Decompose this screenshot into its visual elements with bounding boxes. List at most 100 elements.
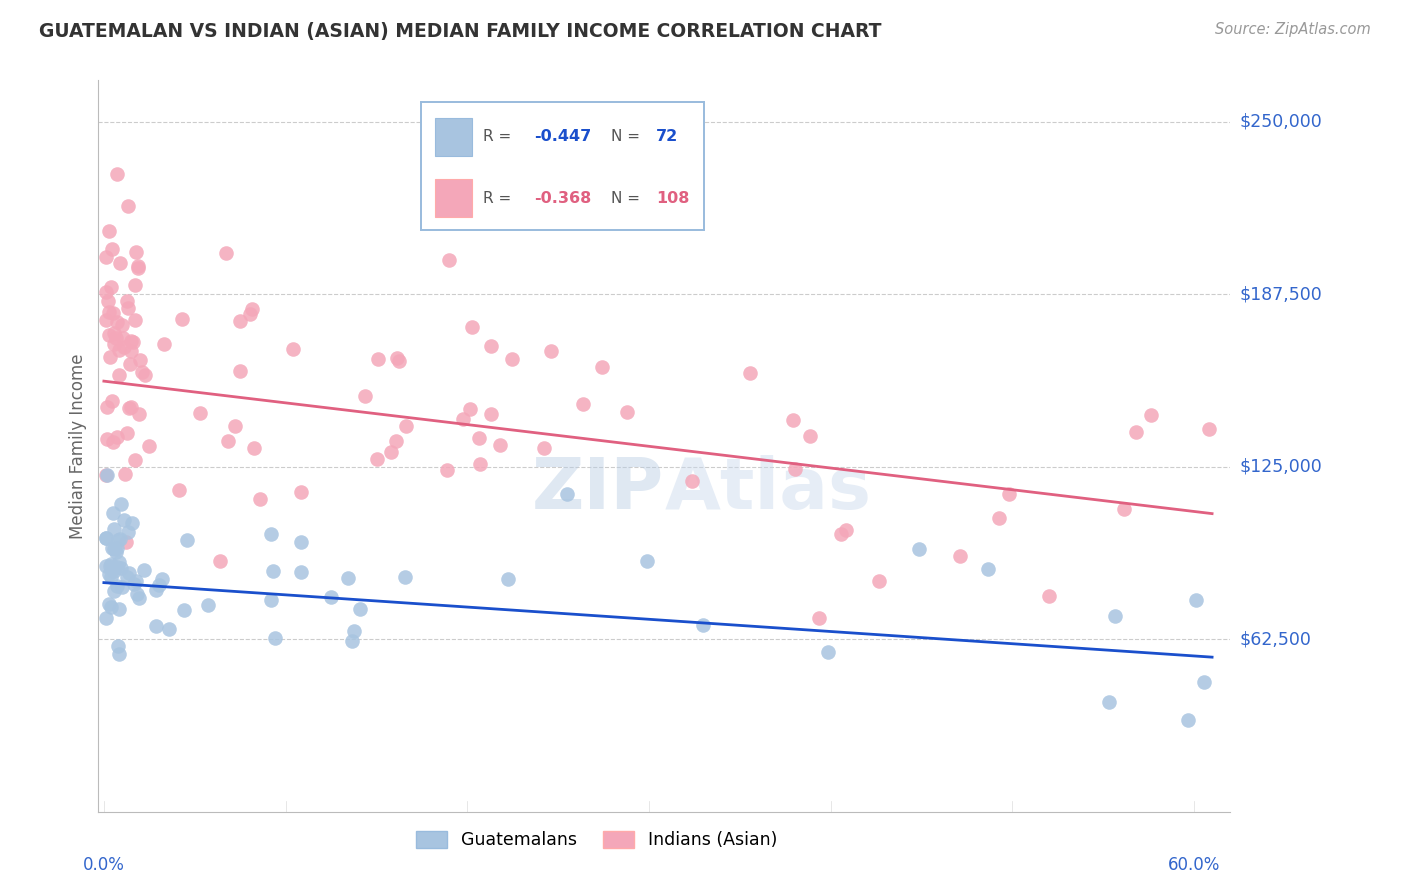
Point <box>108 555 131 569</box>
Legend: Guatemalans, Indians (Asian): Guatemalans, Indians (Asian) <box>406 822 786 858</box>
Point <box>94 468 117 483</box>
Point <box>692 618 714 632</box>
Point <box>120 334 142 348</box>
Point <box>591 359 613 374</box>
Point <box>98 350 121 364</box>
Point <box>782 413 804 427</box>
Point <box>98 559 121 574</box>
Point <box>1177 713 1199 727</box>
Point <box>125 574 148 589</box>
Point <box>208 554 231 568</box>
Point <box>977 561 1000 575</box>
Point <box>127 260 149 275</box>
Point <box>616 405 638 419</box>
Point <box>105 315 128 329</box>
Point <box>681 475 703 489</box>
Point <box>94 531 117 545</box>
Point <box>173 603 195 617</box>
Point <box>94 250 117 264</box>
Point <box>830 527 852 541</box>
Point <box>94 285 117 299</box>
Text: $187,500: $187,500 <box>1240 285 1323 303</box>
Point <box>176 533 198 548</box>
Point <box>115 294 138 309</box>
Point <box>98 327 121 342</box>
Point <box>988 511 1011 525</box>
Point <box>118 566 141 580</box>
Point <box>96 467 118 482</box>
Point <box>572 397 595 411</box>
Point <box>290 566 312 580</box>
Point <box>1112 502 1135 516</box>
Point <box>122 334 145 349</box>
Point <box>224 419 246 434</box>
Point <box>148 578 170 592</box>
Point <box>468 458 491 472</box>
Point <box>105 560 128 574</box>
Point <box>1125 425 1147 439</box>
Point <box>343 624 366 638</box>
Point <box>337 570 360 584</box>
Point <box>108 601 131 615</box>
Point <box>263 631 285 645</box>
Point <box>103 584 125 599</box>
Point <box>117 198 139 212</box>
Point <box>835 523 858 537</box>
Point <box>98 567 121 582</box>
Point <box>112 513 135 527</box>
Point <box>103 506 125 520</box>
Point <box>1104 609 1126 624</box>
Point <box>118 357 141 371</box>
Point <box>105 430 128 444</box>
Point <box>127 259 149 273</box>
Point <box>157 622 180 636</box>
Point <box>111 580 134 594</box>
Point <box>395 419 418 434</box>
Point <box>479 339 502 353</box>
Point <box>387 351 409 366</box>
Point <box>101 541 124 555</box>
Point <box>97 293 120 308</box>
Point <box>103 522 125 536</box>
Point <box>808 611 831 625</box>
Point <box>998 486 1021 500</box>
Point <box>740 366 762 380</box>
Point <box>380 444 402 458</box>
Point <box>215 246 238 260</box>
Point <box>128 408 150 422</box>
Point <box>496 572 519 586</box>
Point <box>1198 422 1220 436</box>
Point <box>108 256 131 270</box>
Point <box>260 592 283 607</box>
Point <box>489 438 512 452</box>
Point <box>122 577 145 591</box>
Point <box>115 535 138 549</box>
Point <box>132 563 155 577</box>
Point <box>138 440 160 454</box>
Point <box>98 305 121 319</box>
Text: Source: ZipAtlas.com: Source: ZipAtlas.com <box>1215 22 1371 37</box>
Point <box>101 242 124 256</box>
Point <box>129 352 152 367</box>
Point <box>366 451 388 466</box>
Point <box>388 354 411 368</box>
Point <box>540 343 562 358</box>
Point <box>101 394 124 409</box>
Point <box>451 411 474 425</box>
Point <box>128 591 150 606</box>
Point <box>949 549 972 563</box>
Point <box>124 277 146 292</box>
Point <box>150 572 173 586</box>
Point <box>125 587 148 601</box>
Point <box>107 533 129 547</box>
Point <box>153 336 176 351</box>
Point <box>460 401 482 416</box>
Point <box>101 306 124 320</box>
Point <box>501 352 523 367</box>
Point <box>188 406 211 420</box>
Point <box>124 313 146 327</box>
Point <box>97 597 120 611</box>
Point <box>439 252 461 267</box>
Point <box>436 463 458 477</box>
Text: $250,000: $250,000 <box>1240 112 1323 131</box>
